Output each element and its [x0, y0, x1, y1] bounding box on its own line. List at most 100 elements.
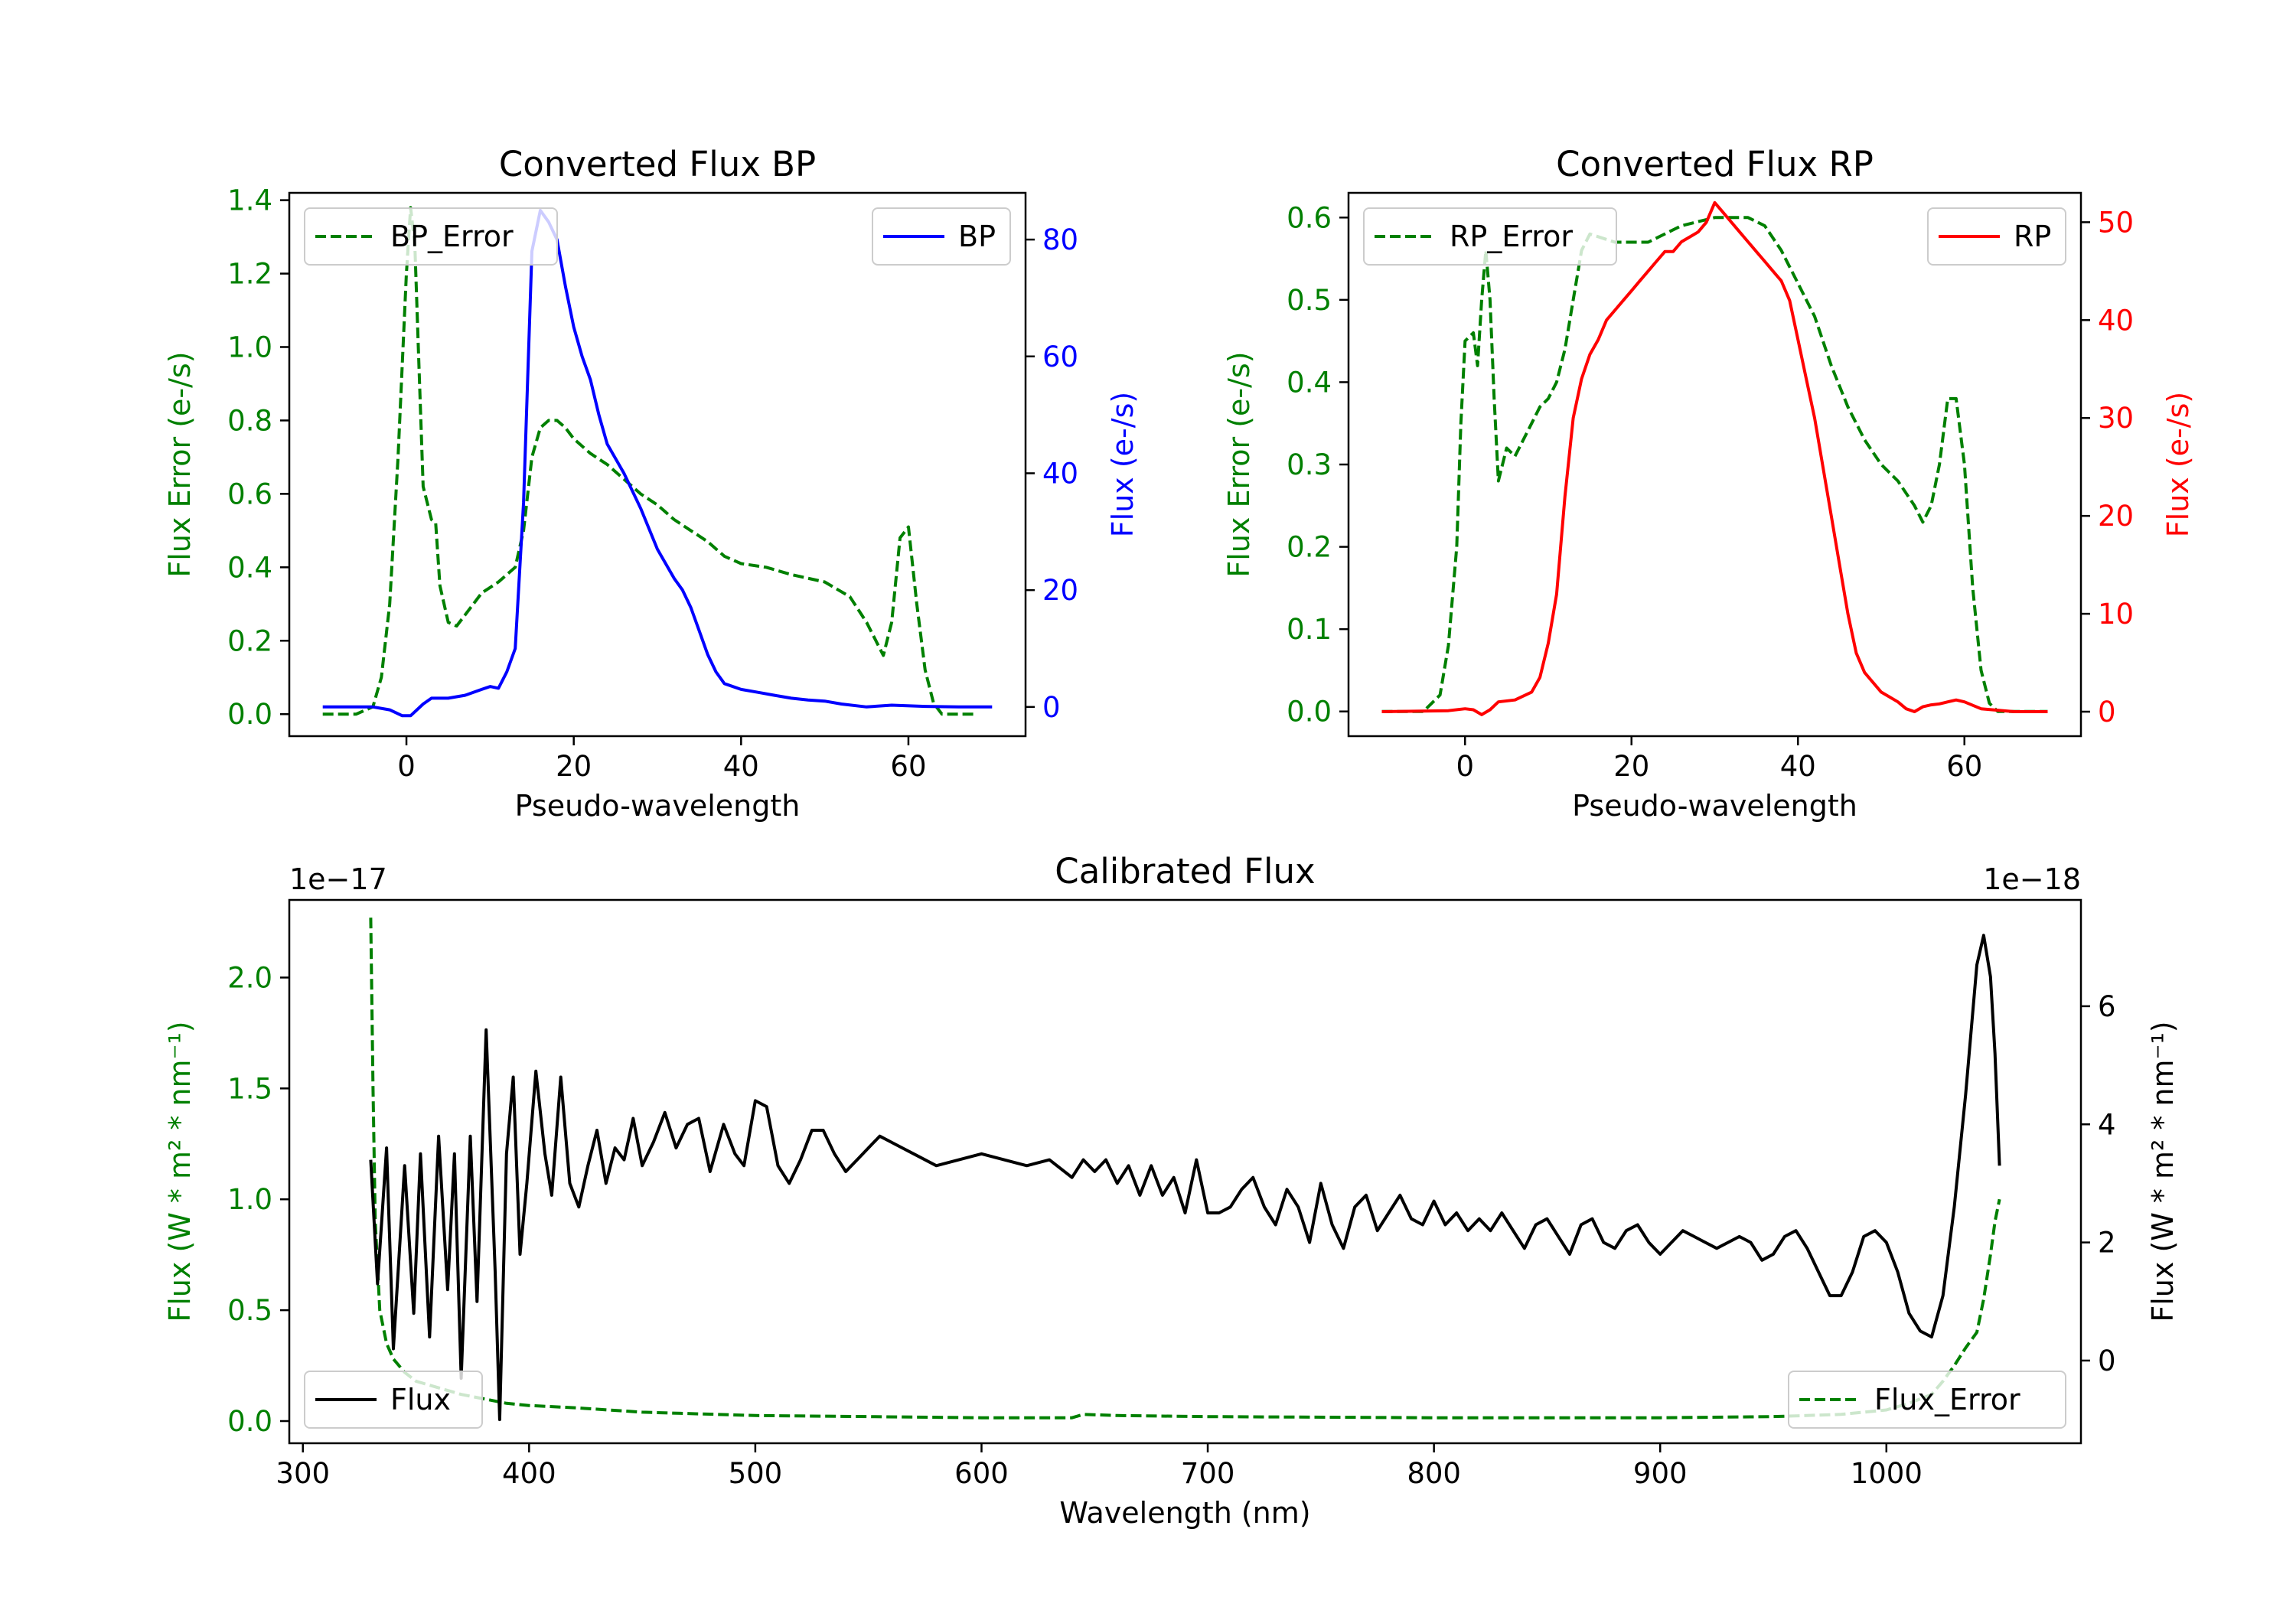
legend-box	[304, 207, 558, 266]
x-tick-label: 500	[729, 1457, 783, 1490]
chart-rp-legend-flux: RP	[1927, 207, 2066, 266]
chart-calibrated-left-y-label: Flux (W * m² * nm⁻¹)	[163, 1021, 197, 1322]
chart-rp-right-y-axis: 0 10 20 30 40 50	[2081, 206, 2134, 729]
chart-bp-x-label: Pseudo-wavelength	[515, 789, 801, 823]
y-right-tick-label: 60	[1042, 341, 1078, 373]
y-right-tick-label: 40	[2098, 304, 2134, 337]
y-right-tick-label: 80	[1042, 223, 1078, 256]
chart-bp-legend-error: BP_Error	[304, 207, 558, 266]
y-left-tick-label: 0.2	[1287, 531, 1332, 564]
chart-rp-legend-error: RP_Error	[1363, 207, 1617, 266]
chart-calibrated-right-y-axis: 0 2 4 6	[2081, 990, 2116, 1377]
chart-bp-legend-flux: BP	[872, 207, 1011, 266]
x-tick-label: 400	[502, 1457, 556, 1490]
series-bp	[322, 208, 993, 718]
y-left-tick-label: 0.0	[1287, 696, 1332, 729]
chart-calibrated-title: Calibrated Flux	[1055, 851, 1315, 892]
y-left-tick-label: 1.0	[227, 331, 272, 363]
chart-bp: Converted Flux BP 0 20 40 60 0.00.20.40.60.…	[163, 144, 1140, 823]
chart-calibrated-frame	[288, 898, 2082, 1445]
series-bp-error	[322, 206, 976, 716]
legend-label-flux-error: Flux_Error	[1874, 1383, 2020, 1416]
x-tick-label: 700	[1181, 1457, 1235, 1490]
y-right-tick-label: 0	[2098, 696, 2116, 729]
series-rp	[1381, 200, 2048, 716]
y-right-tick-label: 30	[2098, 402, 2134, 435]
chart-calibrated-x-axis: 300 400 500 600 700 800 900 1000	[276, 1443, 1923, 1490]
x-tick-label: 20	[556, 750, 592, 783]
y-right-tick-label: 20	[1042, 574, 1078, 607]
chart-bp-frame	[288, 191, 1027, 738]
chart-rp-right-y-label: Flux (e-/s)	[2161, 392, 2195, 537]
series-flux	[369, 934, 2001, 1422]
chart-rp-left-y-label: Flux Error (e-/s)	[1222, 351, 1256, 577]
y-left-tick-label: 0.5	[1287, 284, 1332, 317]
y-right-tick-label: 10	[2098, 598, 2134, 631]
x-tick-label: 900	[1633, 1457, 1688, 1490]
x-tick-label: 600	[954, 1457, 1009, 1490]
y-left-tick-label: 0.1	[1287, 613, 1332, 646]
y-left-tick-label: 1.2	[227, 258, 272, 291]
chart-calibrated-x-label: Wavelength (nm)	[1059, 1496, 1310, 1530]
x-tick-label: 0	[1456, 750, 1474, 783]
legend-label-rp: RP	[2014, 220, 2051, 253]
y-left-tick-label: 1.0	[227, 1183, 272, 1216]
x-tick-label: 800	[1407, 1457, 1461, 1490]
y-left-tick-label: 0.5	[227, 1294, 272, 1327]
y-left-tick-label: 0.8	[227, 404, 272, 437]
y-right-tick-label: 20	[2098, 500, 2134, 533]
x-tick-label: 60	[1946, 750, 1982, 783]
legend-label-bp: BP	[958, 220, 996, 253]
legend-box	[1363, 207, 1617, 266]
chart-calibrated-legend-error: Flux_Error	[1788, 1371, 2066, 1429]
y-right-tick-label: 50	[2098, 206, 2134, 239]
y-left-tick-label: 0.6	[227, 478, 272, 510]
chart-rp-x-axis: 0 20 40 60	[1456, 736, 1982, 783]
y-left-tick-label: 2.0	[227, 961, 272, 994]
chart-bp-left-y-axis: 0.0 0.2 0.4 0.6 0.8 1.0 1.2 1.4	[227, 184, 289, 731]
chart-calibrated-right-y-label: Flux (W * m² * nm⁻¹)	[2146, 1021, 2180, 1322]
chart-rp: Converted Flux RP 0 20 40 60 0.00.10.20.30.…	[1222, 144, 2195, 823]
chart-calibrated-left-y-axis: 0.0 0.5 1.0 1.5 2.0	[227, 961, 289, 1438]
y-left-tick-label: 0.2	[227, 624, 272, 657]
chart-calibrated: Calibrated Flux 300 400 500 600 700 800 900 100…	[163, 851, 2180, 1530]
x-tick-label: 40	[723, 750, 759, 783]
y-left-tick-label: 0.4	[1287, 366, 1332, 399]
legend-label-bp-error: BP_Error	[390, 220, 514, 253]
y-left-tick-label: 0.3	[1287, 448, 1332, 481]
y-right-tick-label: 4	[2098, 1108, 2116, 1141]
chart-bp-left-y-label: Flux Error (e-/s)	[163, 351, 197, 577]
y-left-tick-label: 0.0	[227, 698, 272, 731]
legend-box	[304, 1371, 483, 1429]
chart-bp-right-y-axis: 0 20 40 60 80	[1026, 223, 1078, 724]
y-left-tick-label: 0.4	[227, 551, 272, 584]
y-right-tick-label: 0	[2098, 1345, 2116, 1377]
x-tick-label: 0	[397, 750, 416, 783]
y-right-tick-label: 6	[2098, 990, 2116, 1023]
x-tick-label: 1000	[1851, 1457, 1923, 1490]
x-tick-label: 20	[1613, 750, 1649, 783]
chart-rp-title: Converted Flux RP	[1556, 144, 1874, 184]
chart-rp-left-y-axis: 0.0 0.1 0.2 0.3 0.4 0.5 0.6	[1287, 201, 1349, 729]
chart-bp-x-axis: 0 20 40 60	[397, 736, 927, 783]
chart-bp-plot	[322, 206, 993, 718]
legend-box	[1788, 1371, 2066, 1429]
y-left-tick-label: 1.4	[227, 184, 272, 217]
y-right-tick-label: 0	[1042, 691, 1061, 724]
y-right-tick-label: 2	[2098, 1227, 2116, 1260]
chart-bp-right-y-label: Flux (e-/s)	[1106, 392, 1140, 537]
chart-rp-x-label: Pseudo-wavelength	[1572, 789, 1857, 823]
chart-calibrated-right-offset: 1e−18	[1983, 862, 2081, 896]
x-tick-label: 300	[276, 1457, 330, 1490]
chart-calibrated-legend-flux: Flux	[304, 1371, 483, 1429]
legend-label-flux: Flux	[390, 1383, 451, 1416]
chart-bp-title: Converted Flux BP	[499, 144, 816, 184]
y-right-tick-label: 40	[1042, 457, 1078, 490]
y-left-tick-label: 1.5	[227, 1072, 272, 1105]
legend-label-rp-error: RP_Error	[1450, 220, 1573, 253]
x-tick-label: 40	[1780, 750, 1816, 783]
y-left-tick-label: 0.6	[1287, 201, 1332, 234]
x-tick-label: 60	[890, 750, 926, 783]
